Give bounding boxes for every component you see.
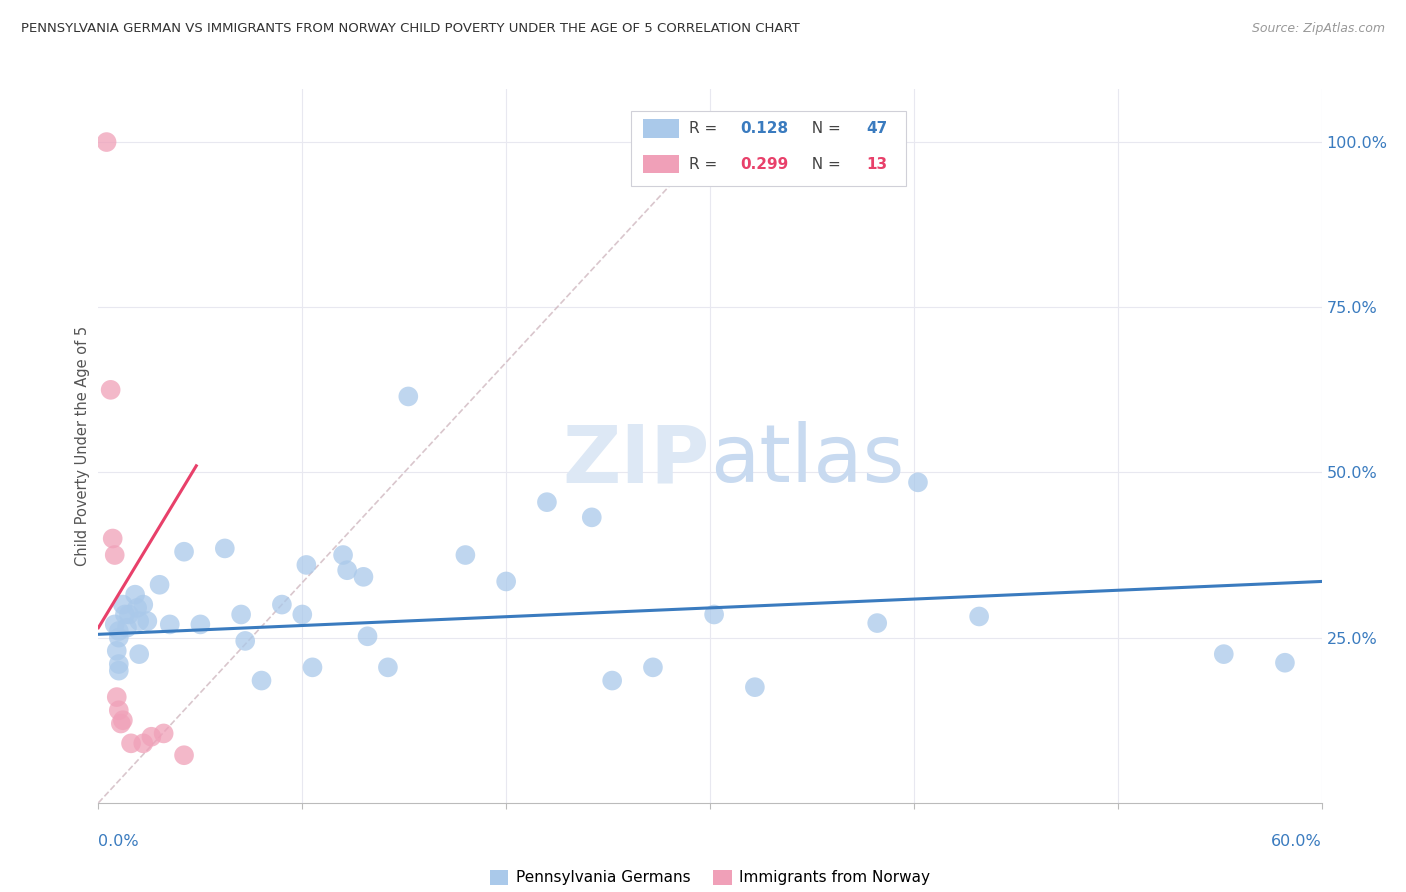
Point (108, 657, 131, 671)
Point (111, 713, 134, 727)
Point (105, 690, 128, 704)
Point (128, 614, 150, 628)
Text: 0.299: 0.299 (741, 157, 789, 171)
Point (124, 588, 146, 602)
Point (641, 660, 664, 674)
Point (233, 634, 256, 648)
Point (104, 548, 127, 562)
Text: 0.128: 0.128 (741, 121, 789, 136)
Point (104, 617, 127, 632)
Point (295, 558, 318, 572)
Point (356, 629, 378, 643)
Text: 60.0%: 60.0% (1271, 834, 1322, 849)
Point (96, 135, 118, 149)
Text: 13: 13 (866, 157, 887, 171)
Point (301, 660, 323, 674)
Point (128, 647, 150, 661)
Point (149, 578, 172, 592)
FancyBboxPatch shape (630, 111, 905, 186)
Point (173, 545, 195, 559)
Text: R =: R = (689, 121, 723, 136)
Text: PENNSYLVANIA GERMAN VS IMMIGRANTS FROM NORWAY CHILD POVERTY UNDER THE AGE OF 5 C: PENNSYLVANIA GERMAN VS IMMIGRANTS FROM N… (21, 22, 800, 36)
Point (581, 510, 603, 524)
Point (159, 617, 181, 632)
Point (291, 607, 314, 622)
Point (173, 748, 195, 763)
Point (270, 598, 294, 612)
Text: 47: 47 (866, 121, 887, 136)
Point (132, 736, 155, 750)
Point (866, 616, 889, 631)
Point (967, 609, 990, 624)
Point (250, 673, 273, 688)
Point (231, 607, 253, 622)
Point (100, 383, 122, 397)
Point (101, 532, 124, 546)
FancyBboxPatch shape (643, 120, 679, 137)
Point (907, 475, 929, 490)
Point (108, 703, 131, 717)
Text: N =: N = (801, 157, 845, 171)
Point (152, 726, 174, 740)
Point (377, 660, 399, 674)
Point (114, 607, 136, 622)
Point (1274, 656, 1296, 670)
Text: Source: ZipAtlas.com: Source: ZipAtlas.com (1251, 22, 1385, 36)
Point (600, 673, 623, 688)
Point (214, 541, 236, 556)
Point (352, 570, 374, 584)
Point (454, 548, 477, 562)
Point (396, 389, 419, 403)
Text: R =: R = (689, 157, 723, 171)
Point (132, 598, 155, 612)
Text: 0.0%: 0.0% (98, 834, 139, 849)
Point (336, 563, 359, 577)
Text: N =: N = (801, 121, 845, 136)
Point (141, 730, 163, 744)
Point (111, 598, 134, 612)
Point (105, 644, 128, 658)
FancyBboxPatch shape (643, 155, 679, 173)
Point (120, 736, 142, 750)
Point (332, 548, 354, 562)
Point (115, 621, 138, 635)
Text: ZIP: ZIP (562, 421, 710, 500)
Point (127, 600, 149, 615)
Point (536, 495, 558, 509)
Point (118, 607, 141, 622)
Point (703, 607, 725, 622)
Legend: Pennsylvania Germans, Immigrants from Norway: Pennsylvania Germans, Immigrants from No… (484, 863, 936, 891)
Point (495, 574, 517, 589)
Point (108, 631, 131, 645)
Y-axis label: Child Poverty Under the Age of 5: Child Poverty Under the Age of 5 (75, 326, 90, 566)
Point (108, 624, 131, 638)
Text: atlas: atlas (710, 421, 904, 500)
Point (744, 680, 766, 694)
Point (110, 716, 132, 731)
Point (1212, 647, 1234, 661)
Point (136, 614, 159, 628)
Point (108, 664, 131, 678)
Point (188, 617, 212, 632)
